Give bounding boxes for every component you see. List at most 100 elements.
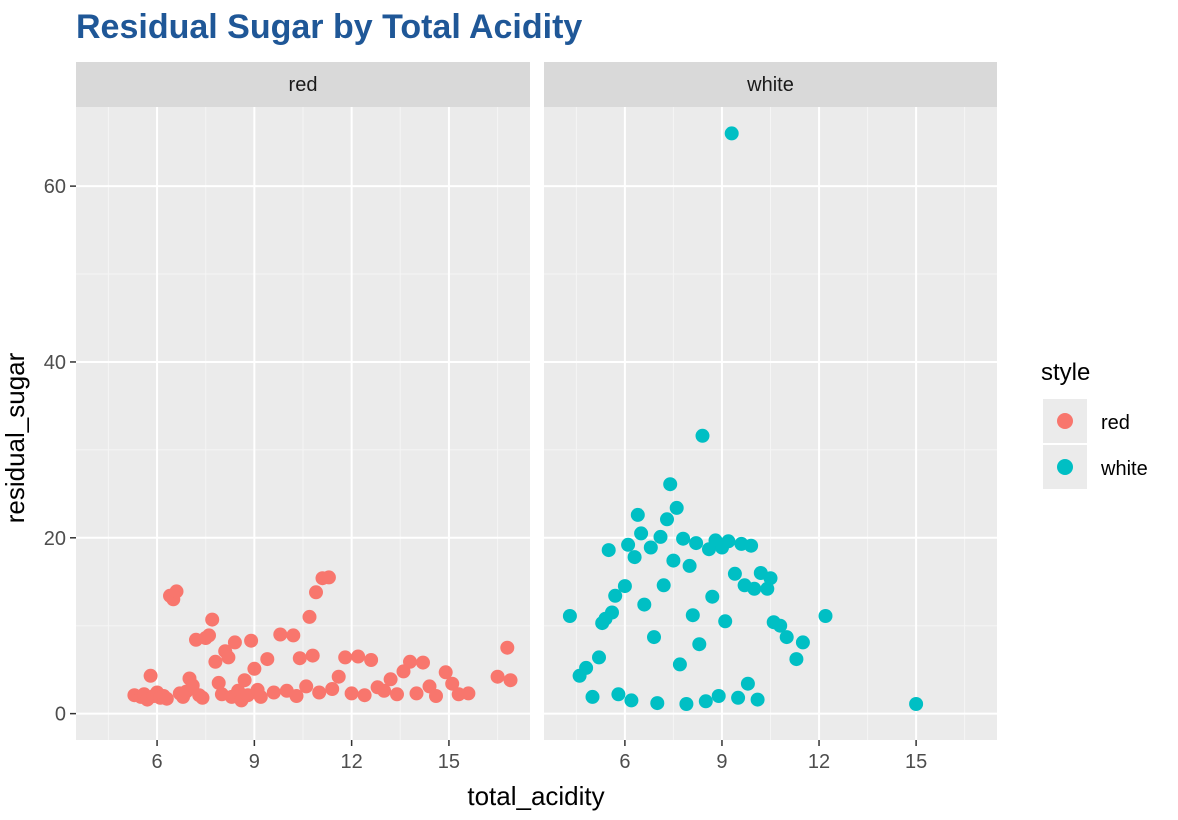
chart-title: Residual Sugar by Total Acidity xyxy=(76,8,582,46)
data-point-red xyxy=(321,570,336,585)
x-tick-label: 6 xyxy=(152,751,163,773)
data-point-white xyxy=(660,512,674,527)
legend-title: style xyxy=(1041,359,1090,386)
data-point-red xyxy=(289,689,304,703)
y-tick-label: 60 xyxy=(44,176,66,198)
data-point-white xyxy=(637,597,652,612)
data-point-white xyxy=(909,697,924,711)
data-point-white xyxy=(789,652,804,667)
data-point-white xyxy=(721,534,736,549)
data-point-red xyxy=(325,682,340,696)
data-point-red xyxy=(338,650,353,665)
data-point-red xyxy=(429,689,443,703)
data-point-red xyxy=(438,665,453,680)
data-point-red xyxy=(500,640,515,655)
data-point-white xyxy=(685,608,700,623)
data-point-white xyxy=(705,589,720,604)
data-point-red xyxy=(416,655,430,670)
data-point-red xyxy=(364,653,379,667)
data-point-red xyxy=(331,669,346,684)
data-point-white xyxy=(669,500,684,515)
data-point-white xyxy=(656,578,671,593)
data-point-white xyxy=(692,637,707,652)
x-axis-red: 6 9 12 15 xyxy=(152,740,460,773)
data-point-white xyxy=(724,126,739,141)
x-tick-label: 9 xyxy=(716,751,727,773)
data-point-white xyxy=(760,581,775,596)
data-point-red xyxy=(383,672,398,687)
data-point-red xyxy=(221,650,236,665)
data-point-white xyxy=(666,553,681,568)
data-point-white xyxy=(672,657,687,672)
data-point-white xyxy=(744,538,759,553)
data-point-red xyxy=(445,676,460,691)
legend-key-white xyxy=(1057,459,1073,475)
data-point-red xyxy=(202,628,216,643)
data-point-white xyxy=(695,428,710,443)
data-point-white xyxy=(763,571,778,586)
data-point-red xyxy=(227,635,242,650)
data-point-white xyxy=(617,579,632,594)
data-point-white xyxy=(605,605,619,620)
data-point-white xyxy=(592,650,606,665)
data-point-white xyxy=(608,588,623,603)
data-point-white xyxy=(627,550,642,565)
data-point-red xyxy=(309,585,323,600)
data-point-white xyxy=(679,697,694,711)
data-point-white xyxy=(711,689,726,703)
legend: style red white xyxy=(1041,359,1148,489)
data-point-white xyxy=(676,531,691,546)
y-tick-label: 0 xyxy=(55,704,66,726)
data-point-red xyxy=(143,668,158,683)
data-point-white xyxy=(747,581,762,596)
x-tick-label: 12 xyxy=(341,751,363,773)
legend-label-red: red xyxy=(1101,412,1130,434)
data-point-red xyxy=(237,673,252,688)
data-point-red xyxy=(302,609,317,624)
data-point-red xyxy=(195,690,210,705)
data-point-white xyxy=(663,477,678,492)
data-point-red xyxy=(260,652,275,667)
data-point-white xyxy=(601,543,616,558)
legend-key-red xyxy=(1057,413,1073,429)
x-tick-label: 12 xyxy=(808,751,830,773)
data-point-red xyxy=(351,649,366,664)
data-point-red xyxy=(273,627,288,642)
data-point-white xyxy=(795,635,810,650)
data-point-red xyxy=(403,654,417,669)
x-axis-white: 6 9 12 15 xyxy=(619,740,927,773)
data-point-white xyxy=(727,566,742,581)
facet-strip-label: red xyxy=(289,74,318,96)
data-point-white xyxy=(779,630,794,645)
data-point-red xyxy=(377,683,392,698)
data-point-red xyxy=(253,689,268,704)
data-point-white xyxy=(653,529,668,544)
y-tick-label: 40 xyxy=(44,352,66,374)
data-point-red xyxy=(266,685,281,700)
data-point-red xyxy=(390,687,404,702)
data-point-red xyxy=(344,686,359,701)
facet-strip-label: white xyxy=(746,74,794,96)
data-point-white xyxy=(773,618,788,633)
facet-panel-white: white xyxy=(544,62,997,740)
data-point-red xyxy=(211,675,226,690)
data-point-red xyxy=(357,688,372,703)
data-point-white xyxy=(562,609,577,623)
data-point-white xyxy=(621,537,636,552)
x-tick-label: 15 xyxy=(438,751,460,773)
data-point-white xyxy=(650,696,665,711)
data-point-white xyxy=(579,660,594,675)
data-point-white xyxy=(585,689,600,704)
data-point-red xyxy=(169,584,184,599)
data-point-red xyxy=(159,691,174,706)
data-point-red xyxy=(299,679,314,694)
facet-panel-red: red xyxy=(76,62,530,740)
data-point-red xyxy=(461,686,476,701)
y-tick-label: 20 xyxy=(44,528,66,550)
data-point-red xyxy=(490,669,505,684)
facet-strip xyxy=(544,62,997,107)
x-axis-label: total_acidity xyxy=(467,781,604,811)
data-point-red xyxy=(409,686,424,701)
data-point-white xyxy=(718,614,733,629)
